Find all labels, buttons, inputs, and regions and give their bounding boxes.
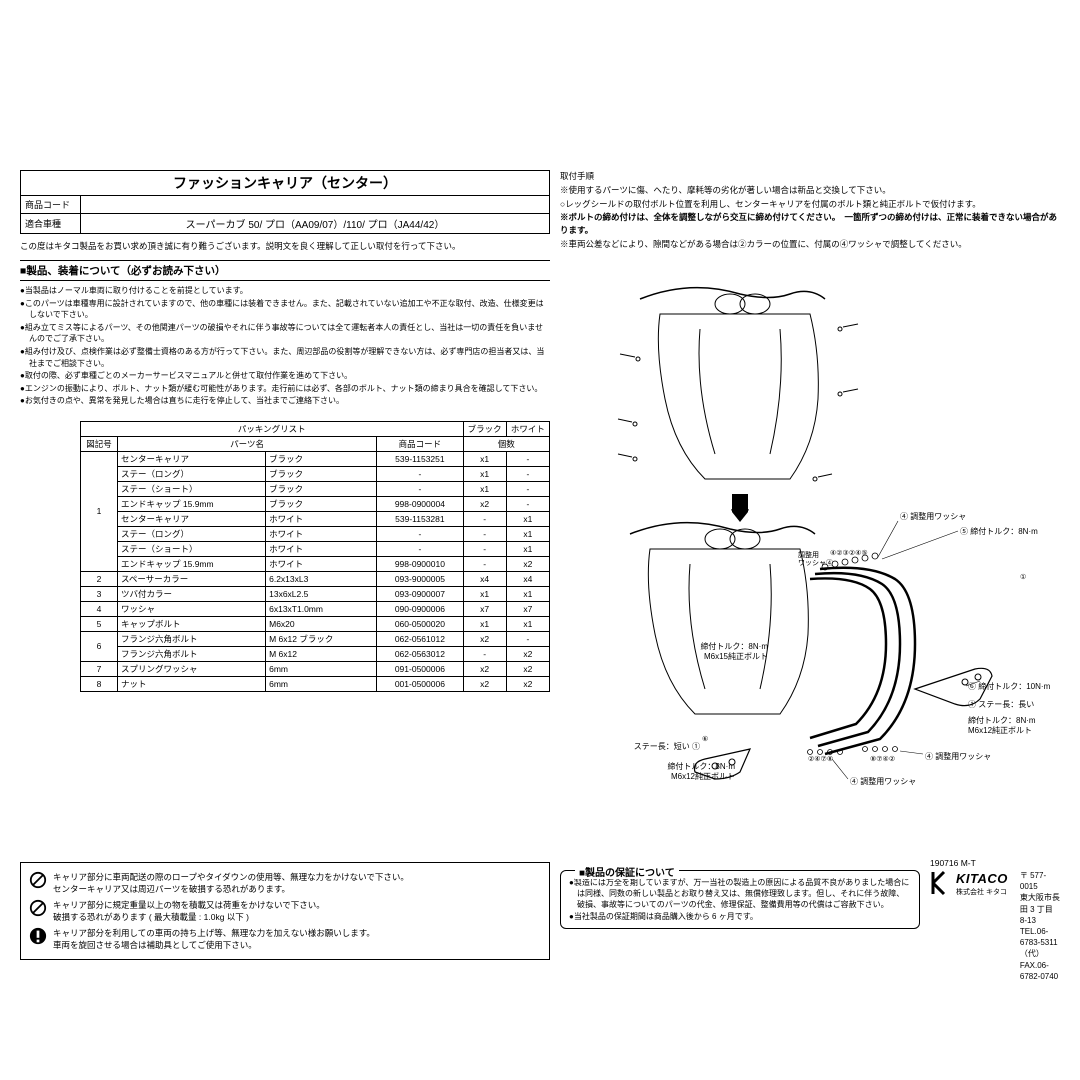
- table-row: 1センターキャリアブラック539-1153251x1-: [81, 451, 550, 466]
- bullet-item: ●取付の際、必ず車種ごとのメーカーサービスマニュアルと併せて取付作業を進めて下さ…: [20, 370, 550, 382]
- step-line: ○レッグシールドの取付ボルト位置を利用し、センターキャリアを付属のボルト類と純正…: [560, 198, 1060, 211]
- model-label: 適合車種: [21, 214, 81, 234]
- table-row: センターキャリアホワイト539-1153281-x1: [81, 511, 550, 526]
- logo-icon: [930, 870, 948, 896]
- prohibit-icon: [29, 899, 47, 917]
- code-label: 商品コード: [21, 196, 81, 214]
- pack-title: パッキングリスト: [81, 421, 464, 436]
- bullet-item: ●お気付きの点や、異常を発見した場合は直ちに走行を停止して、当社までご連絡下さい…: [20, 395, 550, 407]
- table-row: ステー（ロング）ブラック-x1-: [81, 466, 550, 481]
- col-qty: 個数: [463, 436, 549, 451]
- col-black: ブラック: [463, 421, 506, 436]
- table-row: ステー（ショート）ブラック-x1-: [81, 481, 550, 496]
- col-name: パーツ名: [118, 436, 377, 451]
- model-value: スーパーカブ 50/ プロ（AA09/07）/110/ プロ（JA44/42）: [81, 214, 550, 234]
- svg-text:④ 調整用ワッシャ: ④ 調整用ワッシャ: [850, 776, 916, 786]
- bullet-item: ●組み付け及び、点検作業は必ず整備士資格のある方が行って下さい。また、周辺部品の…: [20, 346, 550, 369]
- assembly-diagram: ④ 調整用ワッシャ ⑤ 締付トルク：8N·m 調整用 ワッシャ④ ④②③②④⑤ …: [560, 259, 1060, 789]
- svg-text:⑤ 締付トルク：8N·m: ⑤ 締付トルク：8N·m: [960, 526, 1038, 536]
- table-row: 8ナット6mm001-0500006x2x2: [81, 676, 550, 691]
- steps-block: 取付手順 ※使用するパーツに傷、へたり、摩耗等の劣化が著しい場合は新品と交換して…: [560, 170, 1060, 251]
- svg-text:締付トルク：8N·m: 締付トルク：8N·m: [667, 761, 735, 771]
- section1-title: ■製品、装着について（必ずお読み下さい）: [20, 260, 550, 281]
- step-line: ※使用するパーツに傷、へたり、摩耗等の劣化が著しい場合は新品と交換して下さい。: [560, 184, 1060, 197]
- warning-text: キャリア部分を利用しての車両の持ち上げ等、無理な力を加えない様お願いします。 車…: [53, 927, 375, 951]
- warning-row: キャリア部分に規定重量以上の物を積載又は荷重をかけないで下さい。 破損する恐れが…: [29, 897, 541, 925]
- bullet-item: ●組み立てミス等によるパーツ、その他関連パーツの破損やそれに伴う事故等については…: [20, 322, 550, 345]
- step-line: ※車両公差などにより、隙間などがある場合は②カラーの位置に、付属の④ワッシャで調…: [560, 238, 1060, 251]
- addr2: 東大阪市長田 3 丁目 8-13: [1020, 892, 1060, 926]
- tel: TEL.06-6783-5311 （代）: [1020, 926, 1060, 960]
- prohibit-icon: [29, 871, 47, 889]
- table-row: 5キャップボルトM6x20060-0500020x1x1: [81, 616, 550, 631]
- svg-text:②④⑦⑧: ②④⑦⑧: [808, 755, 833, 763]
- svg-text:④②③②④⑤: ④②③②④⑤: [830, 549, 868, 557]
- svg-text:締付トルク：8N·m: 締付トルク：8N·m: [968, 715, 1036, 725]
- warning-text: キャリア部分に車両配送の際のロープやタイダウンの使用等、無理な力をかけないで下さ…: [53, 871, 409, 895]
- svg-text:⑧⑦④②: ⑧⑦④②: [870, 755, 895, 763]
- table-row: ステー（ショート）ホワイト--x1: [81, 541, 550, 556]
- intro-text: この度はキタコ製品をお買い求め頂き誠に有り難うございます。説明文を良く理解して正…: [20, 240, 550, 252]
- step-line-bold: ※ボルトの締め付けは、全体を調整しながら交互に締め付けてください。 一箇所ずつの…: [560, 211, 1060, 237]
- col-no: 図記号: [81, 436, 118, 451]
- addr1: 〒 577-0015: [1020, 870, 1060, 892]
- svg-text:M6x12純正ボルト: M6x12純正ボルト: [671, 771, 735, 781]
- adj-washer-left: 調整用: [798, 550, 819, 559]
- footer-block: KITACO 株式会社 キタコ 〒 577-0015 東大阪市長田 3 丁目 8…: [930, 870, 1060, 982]
- svg-text:⑥ 締付トルク：10N·m: ⑥ 締付トルク：10N·m: [968, 681, 1051, 691]
- table-row: 7スプリングワッシャ6mm091-0500006x2x2: [81, 661, 550, 676]
- product-title: ファッションキャリア（センター）: [21, 171, 550, 196]
- table-row: 2スペーサーカラー6.2x13xL3093-9000005x4x4: [81, 571, 550, 586]
- fax: FAX.06-6782-0740: [1020, 960, 1060, 982]
- warning-row: キャリア部分に車両配送の際のロープやタイダウンの使用等、無理な力をかけないで下さ…: [29, 869, 541, 897]
- code-value: [81, 196, 550, 214]
- warning-box: キャリア部分に車両配送の際のロープやタイダウンの使用等、無理な力をかけないで下さ…: [20, 862, 550, 960]
- warranty-title: ■製品の保証について: [575, 864, 679, 879]
- table-row: 3ツバ付カラー13x6xL2.5093-0900007x1x1: [81, 586, 550, 601]
- bullet-list: ●当製品はノーマル車両に取り付けることを前提としています。●このパーツは車種専用…: [20, 285, 550, 407]
- svg-text:① ステー長：長い: ① ステー長：長い: [968, 700, 1034, 709]
- svg-text:M6x15純正ボルト: M6x15純正ボルト: [704, 651, 768, 661]
- packing-table: パッキングリスト ブラック ホワイト 図記号 パーツ名 商品コード 個数 1セン…: [80, 421, 550, 692]
- svg-text:M6x12純正ボルト: M6x12純正ボルト: [968, 725, 1032, 735]
- warning-text: キャリア部分に規定重量以上の物を積載又は荷重をかけないで下さい。 破損する恐れが…: [53, 899, 325, 923]
- caution-icon: [29, 927, 47, 945]
- svg-text:ワッシャ④: ワッシャ④: [798, 559, 833, 567]
- svg-text:⑥: ⑥: [702, 735, 708, 743]
- col-white: ホワイト: [506, 421, 549, 436]
- svg-text:④ 調整用ワッシャ: ④ 調整用ワッシャ: [900, 511, 966, 521]
- warranty-box: ■製品の保証について ●製造には万全を期していますが、万一当社の製造上の原因によ…: [560, 870, 920, 929]
- svg-text:①: ①: [1020, 573, 1026, 581]
- warning-row: キャリア部分を利用しての車両の持ち上げ等、無理な力を加えない様お願いします。 車…: [29, 925, 541, 953]
- warranty-line: ●当社製品の保証期間は商品購入後から 6 ヶ月です。: [569, 911, 911, 922]
- table-row: エンドキャップ 15.9mmブラック998-0900004x2-: [81, 496, 550, 511]
- table-row: 6フランジ六角ボルトM 6x12 ブラック062-0561012x2-: [81, 631, 550, 646]
- bullet-item: ●エンジンの振動により、ボルト、ナット類が緩む可能性があります。走行前には必ず、…: [20, 383, 550, 395]
- svg-text:締付トルク：8N·m: 締付トルク：8N·m: [700, 641, 768, 651]
- steps-title: 取付手順: [560, 170, 1060, 183]
- header-table: ファッションキャリア（センター） 商品コード 適合車種 スーパーカブ 50/ プ…: [20, 170, 550, 234]
- table-row: 4ワッシャ6x13xT1.0mm090-0900006x7x7: [81, 601, 550, 616]
- table-row: エンドキャップ 15.9mmホワイト998-0900010-x2: [81, 556, 550, 571]
- logo-text: KITACO: [956, 870, 1008, 888]
- bullet-item: ●当製品はノーマル車両に取り付けることを前提としています。: [20, 285, 550, 297]
- bullet-item: ●このパーツは車種専用に設計されていますので、他の車種には装着できません。また、…: [20, 298, 550, 321]
- logo-sub: 株式会社 キタコ: [956, 888, 1008, 898]
- table-row: フランジ六角ボルトM 6x12062-0563012-x2: [81, 646, 550, 661]
- doc-code: 190716 M-T: [930, 858, 976, 868]
- svg-text:④ 調整用ワッシャ: ④ 調整用ワッシャ: [925, 751, 991, 761]
- warranty-line: ●製造には万全を期していますが、万一当社の製造上の原因による品質不良がありました…: [569, 877, 911, 911]
- col-code: 商品コード: [377, 436, 463, 451]
- table-row: ステー（ロング）ホワイト--x1: [81, 526, 550, 541]
- svg-text:ステー長：短い ①: ステー長：短い ①: [634, 741, 700, 751]
